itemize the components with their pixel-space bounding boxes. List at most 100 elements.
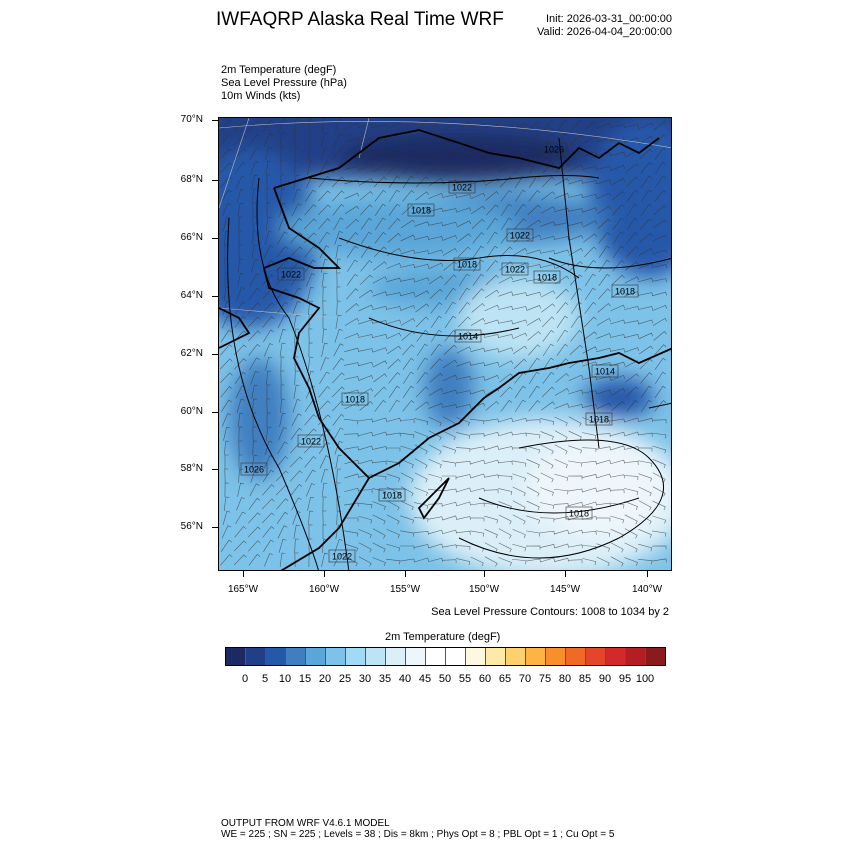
wind-barb <box>430 358 443 370</box>
colorbar-swatch <box>446 648 466 665</box>
wind-barb <box>596 418 611 425</box>
wind-barb <box>654 175 666 188</box>
wind-barb <box>568 248 584 256</box>
wind-barb <box>235 511 246 525</box>
wind-barb <box>512 292 527 297</box>
wind-barb <box>387 233 401 243</box>
wind-barb <box>277 441 288 455</box>
wind-barb <box>344 332 360 339</box>
wind-barb <box>456 346 472 354</box>
lon-tick <box>405 571 406 577</box>
lat-label: 58°N <box>180 463 203 474</box>
wind-barb <box>400 264 415 268</box>
wind-barb <box>455 447 471 452</box>
colorbar-label: 60 <box>478 673 492 685</box>
lon-label: 165°W <box>227 584 259 595</box>
wind-barb <box>582 531 597 535</box>
wind-barb <box>428 416 442 427</box>
wind-barb <box>512 263 528 269</box>
wind-barb <box>582 432 597 439</box>
wind-barb <box>359 191 373 201</box>
wind-barb <box>470 347 485 353</box>
wind-barb <box>308 538 313 554</box>
wind-barb <box>358 459 373 465</box>
lat-tick <box>212 120 218 121</box>
wind-barb <box>279 342 286 357</box>
wind-barb <box>525 419 541 424</box>
wind-barb <box>238 216 243 232</box>
wind-barb <box>276 288 289 300</box>
wind-barb <box>344 473 360 479</box>
wind-barb <box>500 231 513 244</box>
wind-barb <box>512 122 528 130</box>
wind-barb <box>444 315 456 328</box>
wind-barb <box>596 402 612 410</box>
wind-barb <box>250 468 259 483</box>
wind-barb <box>220 344 233 356</box>
wind-barb <box>304 204 317 216</box>
colorbar-label: 20 <box>318 673 332 685</box>
wind-barb <box>416 147 428 161</box>
wind-barb <box>484 375 500 381</box>
wind-barb <box>307 286 315 301</box>
wind-barb <box>456 376 471 380</box>
wind-barb <box>373 373 387 383</box>
colorbar-swatch <box>526 648 546 665</box>
wind-barb <box>414 431 428 440</box>
wind-barb <box>308 300 314 315</box>
colorbar-swatch <box>246 648 266 665</box>
wind-barb <box>542 133 554 147</box>
wind-barb <box>582 180 597 185</box>
wind-barb <box>252 188 257 204</box>
wind-barb <box>500 217 512 231</box>
wind-barb <box>399 545 415 550</box>
wind-barb <box>292 188 301 203</box>
wind-barb <box>306 160 315 175</box>
wind-barb <box>400 234 416 242</box>
wind-barb <box>336 300 341 316</box>
svg-text:1018: 1018 <box>589 415 609 425</box>
wind-barb <box>582 487 598 493</box>
wind-barb <box>278 328 287 343</box>
colorbar-label: 85 <box>578 673 592 685</box>
wind-barb <box>484 124 499 128</box>
wind-barb <box>280 370 285 386</box>
wind-barb <box>610 556 624 567</box>
wind-barb <box>512 432 527 437</box>
wind-barb <box>280 160 285 176</box>
lon-tick <box>484 571 485 577</box>
wind-barb <box>624 501 638 510</box>
wind-barb <box>555 163 569 173</box>
wind-barb <box>583 331 597 341</box>
wind-barb <box>484 334 499 338</box>
wind-barb <box>484 445 500 451</box>
wind-barb <box>610 418 625 423</box>
wind-barb <box>567 559 583 564</box>
colorbar-label: 25 <box>338 673 352 685</box>
wind-barb <box>596 123 612 129</box>
wind-barb <box>266 412 271 428</box>
wind-barb <box>304 189 316 203</box>
wind-barb <box>472 288 485 300</box>
lat-label: 56°N <box>180 521 203 532</box>
wind-barb <box>484 528 498 539</box>
wind-barb <box>596 446 611 451</box>
wind-barb <box>360 217 373 230</box>
wind-barb <box>638 292 653 297</box>
wind-barb <box>456 404 471 408</box>
wind-barb <box>303 442 317 454</box>
wind-barb <box>308 132 313 148</box>
wind-barb <box>264 440 273 455</box>
wind-barb <box>498 347 514 353</box>
wind-barb <box>266 174 271 190</box>
wind-barb <box>265 146 273 161</box>
wind-barb <box>372 431 387 437</box>
wind-barb <box>236 287 245 301</box>
wind-barb <box>610 515 625 524</box>
wind-barb <box>498 291 514 297</box>
wind-barb <box>456 530 471 535</box>
wind-barb <box>360 245 372 258</box>
pressure-label: 1018 <box>341 392 369 406</box>
wind-barb <box>598 232 611 244</box>
wind-barb <box>346 259 358 273</box>
